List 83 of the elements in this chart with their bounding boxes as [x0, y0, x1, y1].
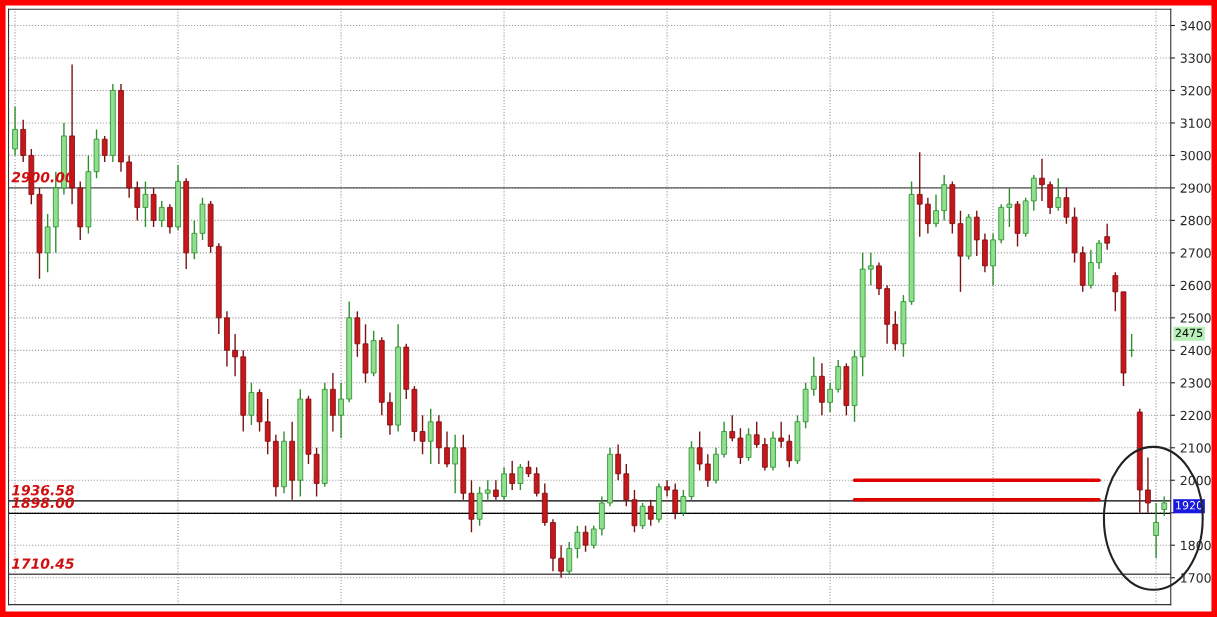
candlestick	[12, 106, 18, 157]
candlestick	[1055, 177, 1062, 212]
y-tick-label: 2900	[1180, 183, 1211, 193]
candlestick	[191, 219, 198, 261]
candlestick	[778, 421, 785, 449]
candlestick	[1047, 180, 1053, 215]
candlestick	[248, 382, 255, 426]
candlestick	[142, 180, 149, 228]
candlestick	[1088, 248, 1094, 290]
y-tick-label: 3100	[1180, 118, 1211, 128]
candlestick	[533, 466, 540, 498]
candlestick	[1161, 495, 1168, 517]
candlestick	[517, 463, 524, 491]
candlestick	[134, 180, 141, 222]
candlestick	[232, 333, 238, 378]
candlestick	[582, 525, 589, 553]
candlestick	[509, 460, 516, 491]
candlestick	[615, 443, 622, 481]
candlestick	[753, 421, 760, 449]
candlestick	[590, 525, 597, 550]
candlestick	[810, 356, 817, 397]
candlestick	[737, 427, 744, 465]
candlestick	[338, 382, 344, 439]
candlestick	[574, 525, 581, 559]
y-tick-label: 2800	[1180, 215, 1211, 226]
candlestick	[1145, 456, 1151, 514]
candlestick	[721, 421, 727, 459]
candlestick	[484, 479, 491, 501]
candlestick	[933, 193, 939, 228]
candlestick	[762, 437, 768, 472]
candlestick	[867, 252, 874, 287]
ref-line-label: 1936.58	[11, 484, 75, 496]
candlestick	[664, 479, 670, 498]
candlestick	[680, 489, 687, 517]
candlestick	[973, 209, 980, 257]
y-tick-label: 3400	[1180, 20, 1211, 31]
candlestick	[835, 359, 842, 394]
candlestick	[264, 398, 271, 455]
candlestick	[672, 482, 679, 520]
candlestick	[101, 135, 108, 163]
y-tick-label: 2400	[1180, 345, 1211, 356]
candlestick	[704, 453, 711, 488]
candlestick	[1096, 239, 1102, 270]
candlestick	[729, 414, 736, 442]
y-tick-label: 3200	[1180, 85, 1211, 96]
candlestick	[696, 430, 703, 472]
candlestick	[558, 544, 564, 579]
candlestick	[419, 414, 426, 455]
ref-line-label: 1710.45	[11, 558, 74, 569]
candlestick	[745, 427, 752, 462]
y-tick-label: 3000	[1180, 150, 1211, 161]
candlestick	[827, 382, 833, 413]
candlestick	[1006, 187, 1013, 228]
y-tick-label: 2600	[1180, 280, 1211, 291]
candlestick	[925, 196, 931, 235]
candlestick	[501, 466, 507, 501]
y-tick-label: 2100	[1180, 443, 1211, 453]
candlestick	[444, 430, 450, 468]
candlestick	[786, 434, 793, 468]
y-tick-label: 3300	[1180, 53, 1211, 63]
candlestick	[892, 310, 899, 352]
y-tick-label: 2700	[1180, 248, 1211, 258]
candlestick	[1153, 502, 1159, 559]
candlestick	[1030, 174, 1037, 212]
y-tick-label: 2300	[1180, 378, 1211, 388]
candlestick	[916, 151, 923, 238]
candlestick	[158, 200, 165, 228]
candlestick	[167, 203, 173, 235]
text: 2475	[1175, 328, 1203, 337]
candlestick	[493, 479, 499, 501]
candlestick	[1112, 271, 1119, 313]
candlestick	[452, 434, 459, 494]
candlestick	[1039, 157, 1045, 202]
y-tick-label: 2500	[1180, 313, 1211, 323]
candlestick	[876, 261, 882, 296]
y-tick-label: 2200	[1180, 410, 1211, 421]
candlestick	[427, 408, 434, 465]
y-tick-label: 1700	[1181, 573, 1211, 583]
candlestick	[387, 391, 393, 436]
candlestick	[1104, 222, 1111, 251]
candlestick	[566, 541, 573, 576]
candlestick	[647, 499, 654, 527]
candlestick	[639, 502, 646, 530]
